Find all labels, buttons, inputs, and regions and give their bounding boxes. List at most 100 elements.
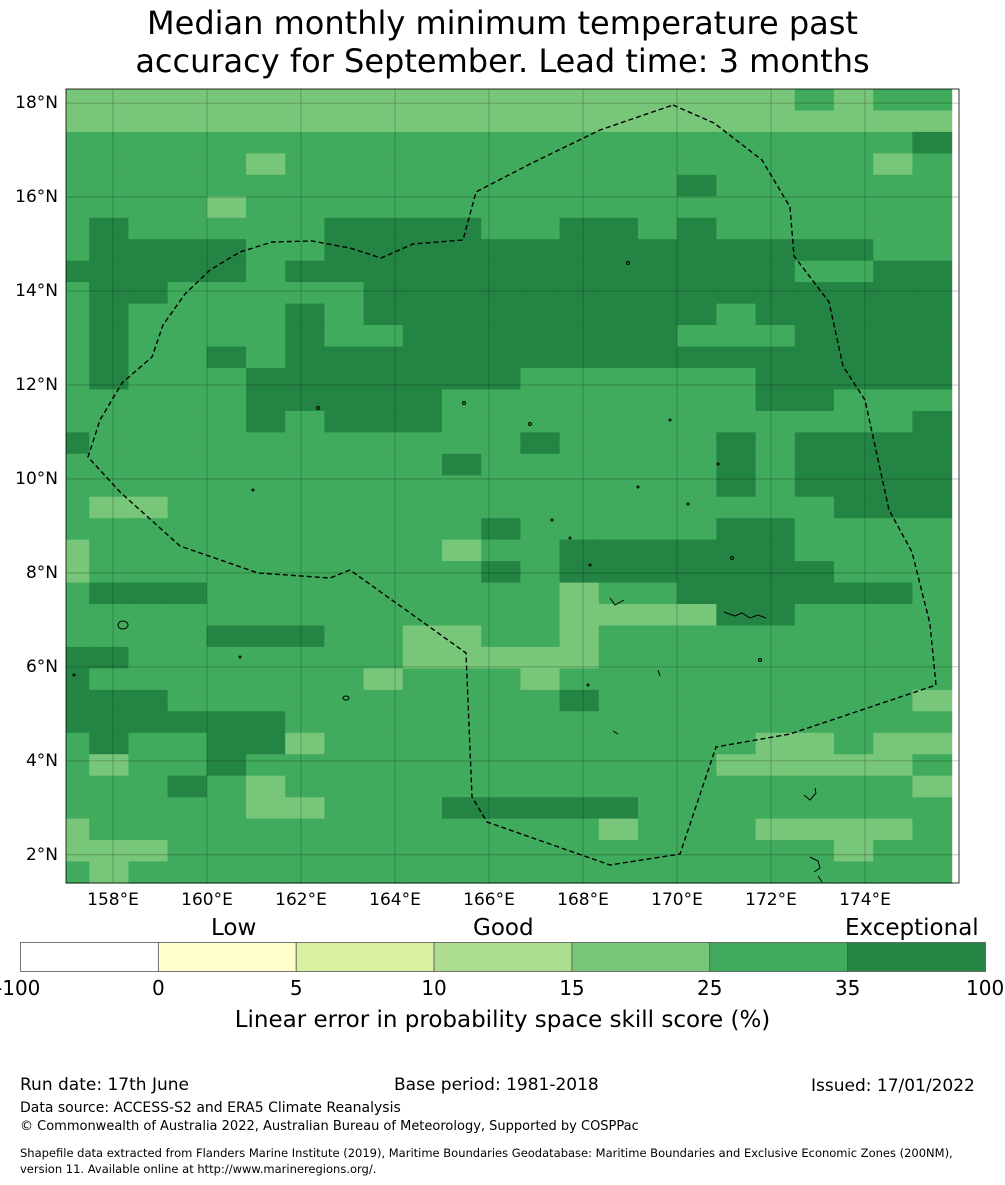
lat-tick-label: 12°N [15,374,58,395]
colorbar-segment [433,942,573,972]
grid-cell [520,174,561,197]
grid-cell [246,797,286,820]
grid-cell [89,689,129,712]
grid-cell [66,646,90,669]
grid-cell [677,689,717,712]
grid-cell [834,861,874,884]
grid-cell [873,410,913,433]
grid-cell [324,346,365,369]
grid-cell [873,604,913,627]
grid-cell [442,818,482,841]
grid-cell [559,432,600,455]
grid-cell [834,539,874,562]
grid-cell [559,604,600,627]
grid-cell [794,131,835,154]
grid-cell [520,775,561,798]
grid-cell [324,689,365,712]
grid-cell [89,840,129,863]
grid-cell [873,110,913,133]
grid-cell [66,840,90,863]
grid-cell [834,496,874,519]
grid-cell [481,625,521,648]
grid-cell [638,153,678,176]
grid-cell [755,496,796,519]
grid-cell [66,496,90,519]
grid-cell [559,646,600,669]
grid-cell [481,561,521,584]
grid-cell [206,840,247,863]
grid-cell [559,797,600,820]
grid-cell [285,840,325,863]
grid-cell [677,325,717,348]
grid-cell [677,668,717,691]
grid-cell [598,196,639,219]
grid-cell [89,797,129,820]
grid-cell [402,775,443,798]
grid-cell [873,453,913,476]
grid-cell [912,797,953,820]
grid-cell [128,840,169,863]
grid-cell [638,861,678,884]
grid-cell [794,689,835,712]
grid-cell [324,303,365,326]
grid-cell [520,453,561,476]
grid-cell [481,153,521,176]
colorbar-tick-label: -100 [0,976,41,1000]
grid-cell [402,818,443,841]
grid-cell [89,110,129,133]
grid-cell [873,861,913,884]
grid-cell [912,625,953,648]
grid-cell [912,217,953,240]
grid-cell [755,410,796,433]
grid-cell [755,346,796,369]
colorbar-label: Linear error in probability space skill … [234,1007,771,1033]
grid-cell [520,410,561,433]
grid-cell [638,518,678,541]
grid-cell [128,732,169,755]
grid-cell [755,775,796,798]
grid-cell [598,604,639,627]
grid-cell [285,861,325,884]
grid-cell [128,303,169,326]
grid-cell [66,432,90,455]
grid-cell [559,711,600,734]
grid-cell [716,303,757,326]
grid-cell [206,561,247,584]
grid-cell [324,475,365,498]
grid-cell [89,453,129,476]
grid-cell [716,368,757,391]
grid-cell [834,89,874,112]
grid-cell [794,775,835,798]
grid-cell [755,582,796,605]
grid-cell [716,89,757,112]
grid-cell [677,711,717,734]
grid-cell [598,346,639,369]
grid-cell [206,239,247,262]
grid-cell [324,131,365,154]
grid-cell [755,432,796,455]
grid-cell [520,282,561,305]
grid-cell [520,239,561,262]
grid-cell [873,711,913,734]
grid-cell [285,303,325,326]
grid-cell [246,282,286,305]
issued-date: Issued: 17/01/2022 [811,1076,975,1096]
grid-cell [481,775,521,798]
grid-cell [167,582,208,605]
grid-cell [128,646,169,669]
grid-cell [128,604,169,627]
grid-cell [638,561,678,584]
grid-cell [324,89,365,112]
grid-cell [167,453,208,476]
grid-cell [324,775,365,798]
colorbar-segment [20,942,159,972]
grid-cell [363,625,404,648]
grid-cell [559,668,600,691]
grid-cell [834,217,874,240]
grid-cell [246,453,286,476]
grid-cell [66,131,90,154]
grid-cell [402,496,443,519]
grid-cell [520,604,561,627]
grid-cell [206,754,247,777]
grid-cell [167,496,208,519]
